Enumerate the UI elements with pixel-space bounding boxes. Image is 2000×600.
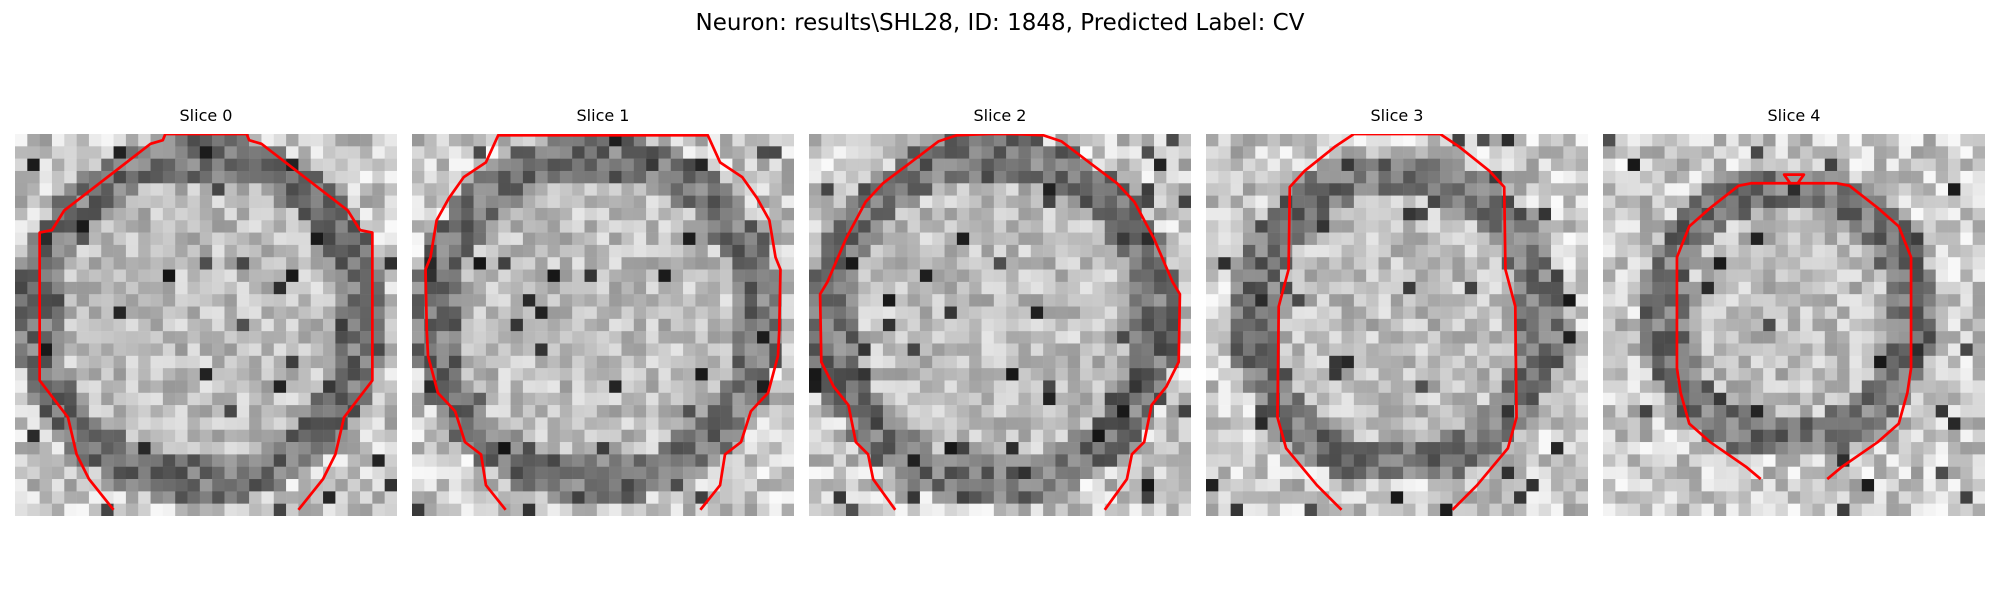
slice-panel: Slice 3	[1206, 106, 1588, 516]
slice-title: Slice 2	[973, 106, 1027, 125]
slice-panel: Slice 1	[412, 106, 794, 516]
slice-title: Slice 3	[1370, 106, 1424, 125]
slice-title: Slice 1	[576, 106, 630, 125]
slice-panel: Slice 2	[809, 106, 1191, 516]
slice-title: Slice 0	[179, 106, 233, 125]
slice-image	[1206, 134, 1588, 516]
segmentation-contour	[38, 134, 374, 511]
slice-panel: Slice 4	[1603, 106, 1985, 516]
slice-panel: Slice 0	[15, 106, 397, 516]
slice-image	[15, 134, 397, 516]
slice-title: Slice 4	[1767, 106, 1821, 125]
segmentation-contour	[424, 134, 782, 511]
segmentation-contour	[818, 134, 1182, 511]
segmentation-contour	[1675, 173, 1913, 481]
slice-image	[809, 134, 1191, 516]
segmentation-contour	[1276, 134, 1518, 511]
figure-title: Neuron: results\SHL28, ID: 1848, Predict…	[695, 10, 1305, 36]
slice-image	[412, 134, 794, 516]
slice-image	[1603, 134, 1985, 516]
